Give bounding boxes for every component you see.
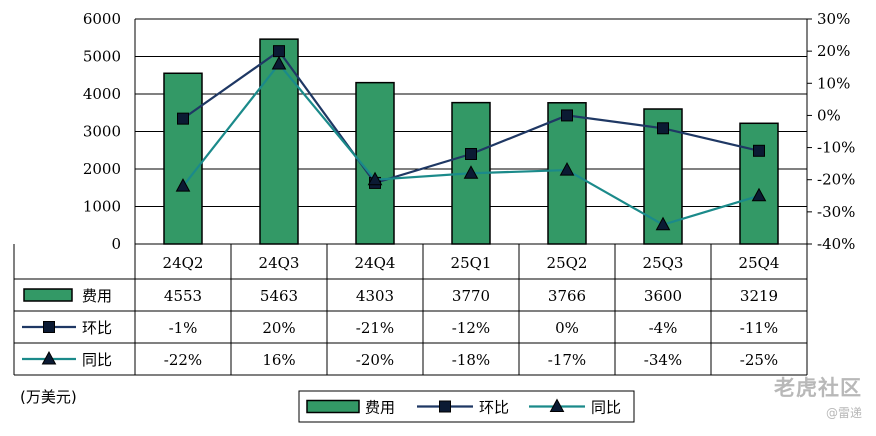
y-right-tick-label: 30% [817,10,850,28]
table-key-marker-同比 [41,350,57,365]
legend-key-费用 [306,399,360,414]
y-left-tick-label: 3000 [83,123,121,141]
legend-key-marker-同比 [549,398,565,412]
data-label-费用-24Q2: 4553 [164,287,202,305]
legend-label-环比: 环比 [479,399,509,417]
data-label-费用-25Q3: 3600 [644,287,682,305]
data-label-环比-25Q2: 0% [555,319,579,337]
data-label-同比-25Q1: -18% [452,351,490,369]
y-right-tick-label: -30% [817,203,855,221]
line-series [175,45,767,231]
point-同比-24Q3 [271,55,287,70]
y-left-tick-label: 0 [111,235,121,253]
table-series-name-环比: 环比 [82,319,112,337]
data-label-同比-25Q4: -25% [740,351,778,369]
data-label-环比-24Q3: 20% [262,319,295,337]
data-label-费用-24Q4: 4303 [356,287,394,305]
y-left-tick-label: 5000 [83,48,121,66]
table-series-name-同比: 同比 [82,351,112,369]
y-right-tick-label: -20% [817,171,855,189]
point-环比-24Q3 [273,45,285,58]
point-环比-25Q3 [657,122,669,135]
bar-series [163,38,779,245]
point-环比-24Q2 [177,112,189,125]
y-right-tick-label: 20% [817,42,850,60]
unit-label: (万美元) [20,388,77,406]
data-label-费用-25Q1: 3770 [452,287,490,305]
y-axis-right-ticks: -40% -30% -20% -10% 0% 10% 20% 30% [817,10,855,253]
y-left-tick-label: 1000 [83,198,121,216]
watermark: 老虎社区 @雷递 [774,372,862,421]
x-tick-label: 25Q2 [547,254,588,272]
table-series-name-费用: 费用 [82,287,112,305]
data-label-同比-25Q2: -17% [548,351,586,369]
axes [134,18,812,245]
y-left-tick-label: 6000 [83,10,121,28]
data-label-费用-25Q2: 3766 [548,287,586,305]
x-tick-label: 24Q3 [259,254,300,272]
data-table: 24Q2 24Q3 24Q4 25Q1 25Q2 25Q3 25Q4 费用 4553 5463 43… [13,243,808,376]
y-axis-left-ticks: 0 1000 2000 3000 4000 5000 6000 [83,10,121,253]
point-同比-25Q2 [559,162,575,176]
watermark-sub: @雷递 [825,406,862,420]
legend-label-同比: 同比 [591,399,621,417]
point-环比-25Q4 [753,144,765,157]
data-label-同比-24Q2: -22% [164,351,202,369]
point-同比-25Q4 [751,187,767,202]
point-同比-25Q3 [655,216,671,231]
x-tick-label: 25Q1 [451,254,492,272]
data-label-环比-24Q4: -21% [356,319,394,337]
data-label-费用-24Q3: 5463 [260,287,298,305]
point-环比-25Q1 [465,148,477,160]
data-label-费用-25Q4: 3219 [740,287,778,305]
data-label-环比-25Q4: -11% [740,319,778,337]
table-key-费用 [23,288,73,302]
x-tick-label: 24Q2 [163,254,204,272]
y-left-tick-label: 2000 [83,160,121,178]
y-left-tick-label: 4000 [83,85,121,103]
point-同比-24Q4 [367,171,383,186]
table-key-marker-环比 [43,321,55,333]
legend: 费用 环比 同比 [298,390,635,423]
y-right-tick-label: 0% [817,106,841,124]
bar-25Q4 [739,122,779,245]
y-right-tick-label: 10% [817,74,850,92]
x-tick-label: 25Q3 [643,254,684,272]
data-label-环比-25Q1: -12% [452,319,490,337]
data-label-同比-25Q3: -34% [644,351,682,369]
data-label-同比-24Q4: -20% [356,351,394,369]
point-同比-25Q1 [463,165,479,179]
watermark-main: 老虎社区 [774,376,862,400]
data-label-环比-24Q2: -1% [169,319,198,337]
y-right-tick-label: -10% [817,139,855,157]
point-同比-24Q2 [175,178,191,192]
bar-24Q2 [163,72,203,245]
data-label-同比-24Q3: 16% [262,351,295,369]
data-label-环比-25Q3: -4% [649,319,678,337]
y-right-tick-label: -40% [817,235,855,253]
legend-label-费用: 费用 [365,399,395,417]
legend-key-marker-环比 [439,400,451,413]
x-tick-label: 24Q4 [355,254,396,272]
point-环比-25Q2 [561,109,573,122]
x-tick-label: 25Q4 [739,254,780,272]
